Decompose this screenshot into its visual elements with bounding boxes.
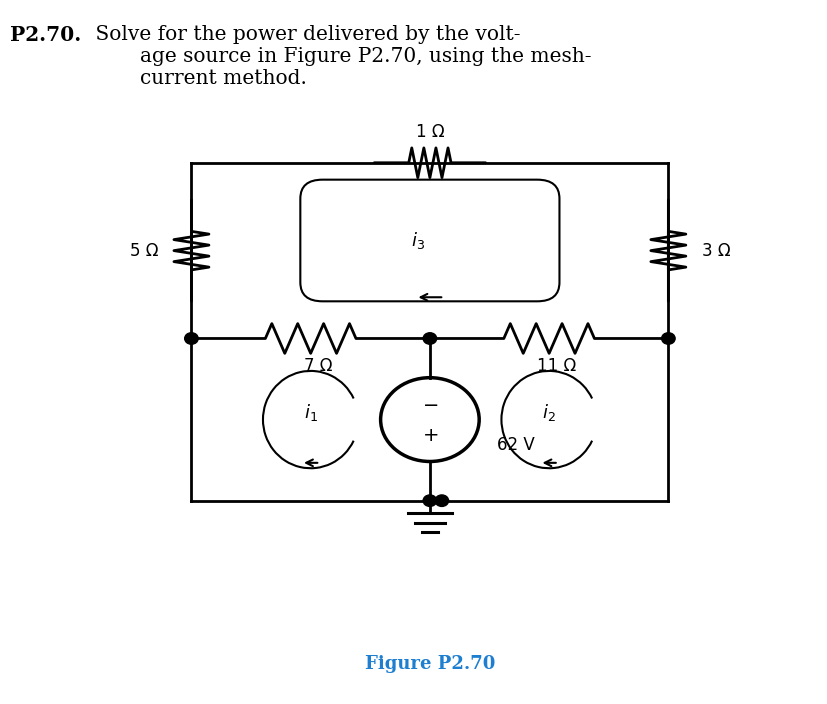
Text: 62 V: 62 V xyxy=(497,436,534,453)
Text: 1 Ω: 1 Ω xyxy=(415,123,443,141)
Circle shape xyxy=(184,333,198,344)
Text: P2.70.: P2.70. xyxy=(10,25,81,44)
Text: 11 Ω: 11 Ω xyxy=(537,358,576,375)
Text: 7 Ω: 7 Ω xyxy=(304,358,332,375)
Circle shape xyxy=(423,495,436,506)
Text: 3 Ω: 3 Ω xyxy=(701,241,729,260)
Circle shape xyxy=(661,333,674,344)
Text: $i_2$: $i_2$ xyxy=(542,402,556,423)
Circle shape xyxy=(434,495,448,506)
Text: $-$: $-$ xyxy=(421,394,437,413)
Text: 5 Ω: 5 Ω xyxy=(129,241,158,260)
Text: $+$: $+$ xyxy=(421,426,437,445)
Text: Solve for the power delivered by the volt-
        age source in Figure P2.70, u: Solve for the power delivered by the vol… xyxy=(89,25,591,87)
Circle shape xyxy=(423,333,436,344)
Text: $i_3$: $i_3$ xyxy=(410,230,424,251)
Text: $i_1$: $i_1$ xyxy=(304,402,318,423)
Text: Figure P2.70: Figure P2.70 xyxy=(364,655,495,673)
